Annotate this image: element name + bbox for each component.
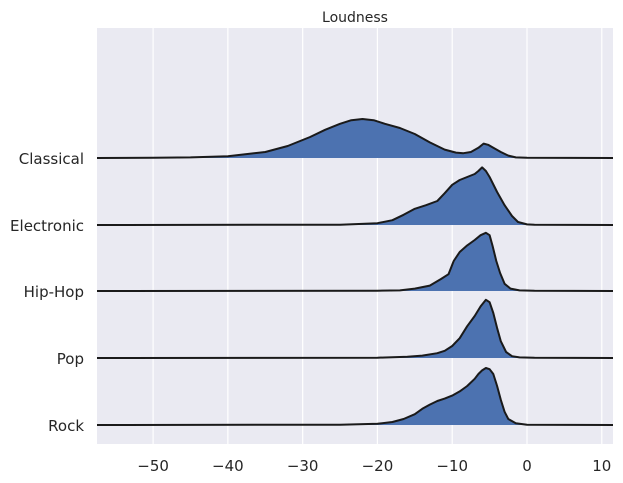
x-tick-label: 0 bbox=[522, 457, 532, 475]
ridge-area-electronic bbox=[97, 167, 613, 225]
category-label: Rock bbox=[48, 417, 84, 435]
ridge-area-pop bbox=[97, 299, 613, 358]
ridge-area-rock bbox=[97, 368, 613, 425]
x-tick-label: −40 bbox=[212, 457, 244, 475]
ridge-line-hip-hop bbox=[96, 231, 614, 292]
ridge-line-pop bbox=[96, 298, 614, 359]
ridge-line-classical bbox=[96, 118, 614, 159]
chart-title: Loudness bbox=[322, 10, 388, 26]
ridge-line-rock bbox=[96, 367, 614, 426]
x-tick-label: −50 bbox=[137, 457, 169, 475]
ridges bbox=[96, 118, 614, 426]
x-tick-label: −30 bbox=[287, 457, 319, 475]
ridge-area-hip-hop bbox=[97, 232, 613, 291]
category-label: Hip-Hop bbox=[24, 283, 84, 301]
x-tick-label: −10 bbox=[436, 457, 468, 475]
gridlines bbox=[152, 28, 603, 444]
plot-background bbox=[97, 28, 613, 444]
category-label: Pop bbox=[57, 350, 84, 368]
ridge-area-classical bbox=[97, 119, 613, 158]
category-labels: Classical Electronic Hip-Hop Pop Rock bbox=[10, 150, 84, 435]
category-label: Electronic bbox=[10, 217, 84, 235]
x-tick-label: 10 bbox=[592, 457, 611, 475]
category-label: Classical bbox=[19, 150, 84, 168]
ridge-line-electronic bbox=[96, 166, 614, 226]
x-tick-labels: −50 −40 −30 −20 −10 0 10 bbox=[137, 457, 611, 475]
x-tick-label: −20 bbox=[362, 457, 394, 475]
